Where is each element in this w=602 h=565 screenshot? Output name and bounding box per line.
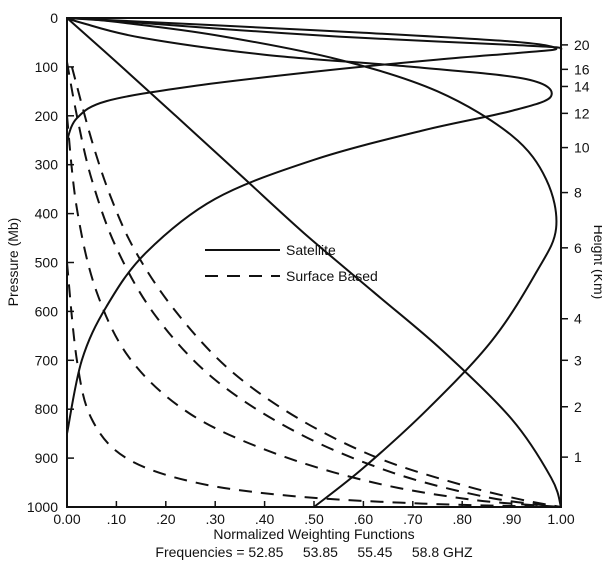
- satellite-curve-3: [66, 17, 558, 141]
- x-tick-label: .30: [205, 511, 225, 527]
- curves-layer: [66, 17, 563, 508]
- surface-based-curve-6: [70, 66, 562, 508]
- satellite-curve-5: [66, 17, 563, 51]
- y-axis-left: 0 100 200 300 400 500 600 700 800 900 1000: [27, 10, 74, 515]
- x-tick-label: 1.00: [547, 511, 574, 527]
- y-right-tick-label: 2: [574, 399, 582, 415]
- surface-based-curve-9: [66, 262, 562, 508]
- x-tick-label: .60: [354, 511, 374, 527]
- y-left-tick-label: 500: [35, 255, 59, 271]
- x-tick-label: .40: [255, 511, 275, 527]
- y-right-tick-label: 20: [574, 37, 590, 53]
- y-left-tick-label: 700: [35, 352, 59, 368]
- y-right-tick-label: 14: [574, 78, 590, 94]
- x-tick-label: .50: [304, 511, 324, 527]
- y-left-tick-label: 400: [35, 206, 59, 222]
- x-axis-title: Normalized Weighting Functions: [213, 526, 414, 542]
- legend-satellite-label: Satellite: [286, 242, 336, 258]
- satellite-curve-1: [76, 17, 558, 508]
- x-tick-label: .70: [403, 511, 423, 527]
- y-left-tick-label: 1000: [27, 499, 58, 515]
- satellite-curve-4: [66, 17, 562, 508]
- y-right-tick-label: 4: [574, 311, 582, 327]
- y-right-tick-label: 10: [574, 140, 590, 156]
- y-left-tick-label: 100: [35, 59, 59, 75]
- satellite-curve-2: [66, 17, 553, 434]
- y-right-tick-label: 1: [574, 449, 582, 465]
- y-axis-left-title: Pressure (Mb): [5, 218, 21, 307]
- x-tick-label: .10: [107, 511, 127, 527]
- y-left-tick-label: 300: [35, 157, 59, 173]
- y-right-tick-label: 12: [574, 105, 590, 121]
- x-tick-label: .90: [502, 511, 522, 527]
- x-tick-label: .80: [452, 511, 472, 527]
- legend: Satellite Surface Based: [205, 242, 378, 284]
- y-right-tick-label: 3: [574, 352, 582, 368]
- y-left-tick-label: 600: [35, 303, 59, 319]
- y-axis-right-title: Height (Km): [591, 225, 602, 300]
- y-right-tick-label: 16: [574, 61, 590, 77]
- y-left-tick-label: 800: [35, 401, 59, 417]
- surface-based-curve-8: [66, 115, 562, 508]
- legend-surface-label: Surface Based: [286, 268, 378, 284]
- x-tick-label: 0.00: [53, 511, 80, 527]
- frequencies-caption: Frequencies = 52.85 53.85 55.45 58.8 GHZ: [155, 544, 473, 560]
- y-left-tick-label: 0: [50, 10, 58, 26]
- surface-based-curve-7: [66, 61, 562, 508]
- x-tick-label: .20: [156, 511, 176, 527]
- y-right-tick-label: 8: [574, 185, 582, 201]
- y-left-tick-label: 200: [35, 108, 59, 124]
- y-right-tick-label: 6: [574, 240, 582, 256]
- x-axis: 0.00 .10 .20 .30 .40 .50 .60 .70 .80 .90 1.00: [53, 501, 575, 527]
- y-left-tick-label: 900: [35, 450, 59, 466]
